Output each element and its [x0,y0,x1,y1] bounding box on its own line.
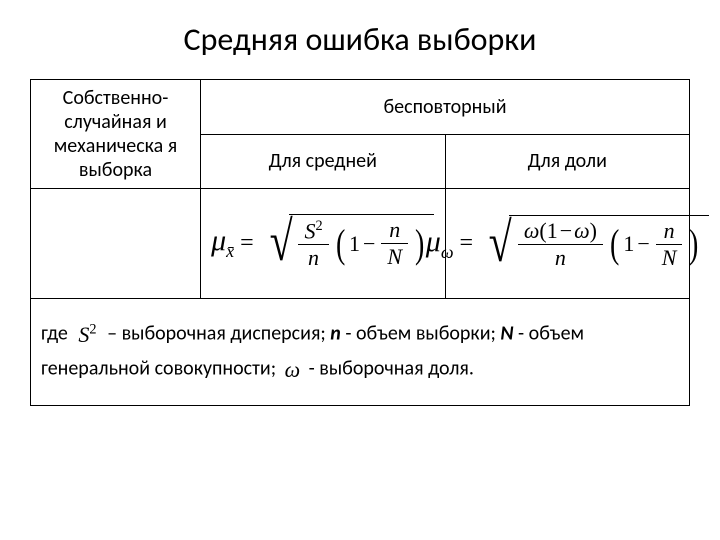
mu-symbol: μω [426,225,454,263]
col-header-mean: Для средней [201,134,446,189]
page-title: Средняя ошибка выборки [30,20,690,59]
equals-sign: = [240,230,254,257]
surd-icon: √ [489,215,512,273]
col-header-share: Для доли [445,134,690,189]
equals-sign: = [460,230,474,257]
formula-mean-cell: μx̄ = √ S2 n ( 1− n N [201,189,446,299]
omega-symbol: ω [285,352,301,387]
formula-share-cell: μω = √ ω(1−ω) n ( 1− n N [445,189,690,299]
formula-share: μω = √ ω(1−ω) n ( 1− n N [454,215,682,273]
table-row: Собственно-случайная и механическа я выб… [31,80,690,135]
legend-text: где S2 – выборочная дисперсия; n - объем… [41,317,679,387]
formula-table: Собственно-случайная и механическа я выб… [30,79,690,299]
mu-symbol: μx̄ [211,224,234,262]
formula-mean: μx̄ = √ S2 n ( 1− n N [209,214,437,273]
col-header-top: бесповторный [201,80,690,135]
s-squared-symbol: S2 [78,317,96,352]
legend-box: где S2 – выборочная дисперсия; n - объем… [30,299,690,406]
row-header: Собственно-случайная и механическа я выб… [31,80,201,189]
surd-icon: √ [269,214,292,273]
empty-cell [31,189,201,299]
table-row: μx̄ = √ S2 n ( 1− n N [31,189,690,299]
sqrt: √ S2 n ( 1− n N ) [262,214,435,273]
sqrt: √ ω(1−ω) n ( 1− n N ) [481,215,709,273]
